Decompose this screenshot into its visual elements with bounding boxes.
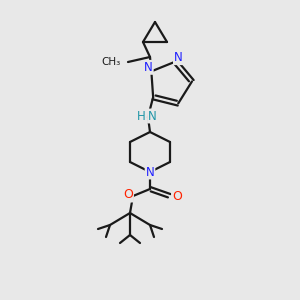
Text: O: O: [172, 190, 182, 202]
Text: H: H: [136, 110, 146, 122]
Text: N: N: [144, 61, 153, 74]
Text: N: N: [174, 51, 183, 64]
Text: N: N: [146, 166, 154, 178]
Text: N: N: [148, 110, 157, 122]
Text: O: O: [123, 188, 133, 202]
Text: CH₃: CH₃: [102, 57, 121, 67]
